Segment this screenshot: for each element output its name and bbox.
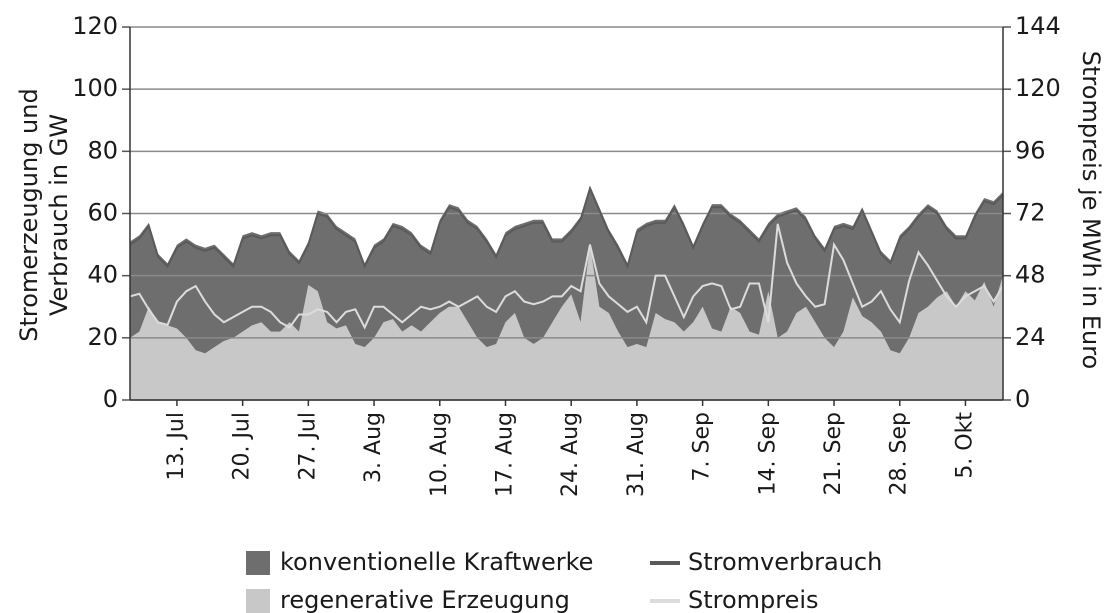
x-tick-label: 27. Jul <box>295 412 320 481</box>
y2-tick-label: 72 <box>1015 199 1046 227</box>
y-axis-label: Stromerzeugung und <box>15 88 43 341</box>
y2-tick-label: 0 <box>1015 385 1030 413</box>
legend-swatch <box>246 589 270 613</box>
legend-label: regenerative Erzeugung <box>280 586 570 613</box>
y2-tick-label: 144 <box>1015 12 1061 40</box>
x-tick-label: 31. Aug <box>624 412 649 497</box>
line <box>129 223 1004 330</box>
y-tick-label: 20 <box>87 323 118 351</box>
x-tick-label: 5. Okt <box>952 412 977 479</box>
line <box>129 185 1004 270</box>
y2-tick-label: 96 <box>1015 136 1046 164</box>
y-tick-label: 40 <box>87 261 118 289</box>
y-tick-label: 100 <box>72 74 118 102</box>
y-tick-label: 80 <box>87 136 118 164</box>
x-tick-label: 3. Aug <box>361 412 386 483</box>
legend-label: Strompreis <box>688 586 819 613</box>
y2-tick-label: 120 <box>1015 74 1061 102</box>
x-tick-label: 20. Jul <box>230 412 255 481</box>
x-tick-label: 14. Sep <box>755 412 780 495</box>
x-tick-label: 28. Sep <box>887 412 912 495</box>
x-tick-label: 21. Sep <box>821 412 846 495</box>
y2-tick-label: 24 <box>1015 323 1046 351</box>
x-tick-label: 24. Aug <box>558 412 583 497</box>
y-tick-label: 60 <box>87 199 118 227</box>
x-tick-label: 13. Jul <box>164 412 189 481</box>
area <box>130 244 1003 400</box>
y2-axis-label: Strompreis je MWh in Euro <box>1077 51 1105 369</box>
y-tick-label: 0 <box>103 385 118 413</box>
legend-swatch <box>246 551 270 575</box>
x-tick-label: 17. Aug <box>492 412 517 497</box>
y-axis-label: Verbrauch in GW <box>45 114 73 316</box>
x-tick-label: 10. Aug <box>427 412 452 497</box>
y2-tick-label: 48 <box>1015 261 1046 289</box>
legend-label: Stromverbrauch <box>688 548 882 576</box>
legend-label: konventionelle Kraftwerke <box>280 548 593 576</box>
y-tick-label: 120 <box>72 12 118 40</box>
x-tick-label: 7. Sep <box>690 412 715 481</box>
